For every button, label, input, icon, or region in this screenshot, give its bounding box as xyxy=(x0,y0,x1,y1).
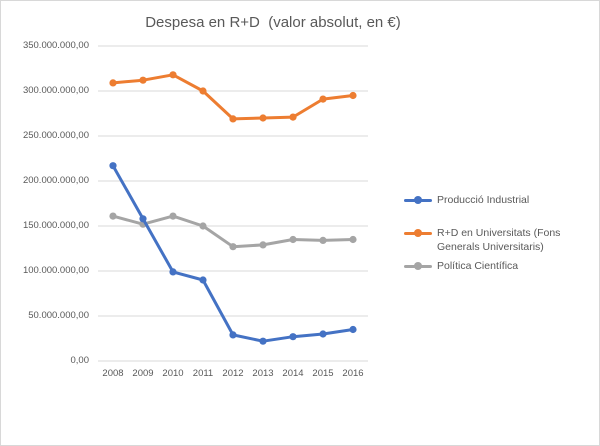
y-axis-tick-label: 0,00 xyxy=(70,355,90,366)
x-axis-tick-label: 2012 xyxy=(222,368,244,379)
x-axis-tick-label: 2013 xyxy=(252,368,274,379)
legend-line-marker-icon xyxy=(404,226,432,240)
chart-svg xyxy=(98,45,368,362)
y-axis-tick-label: 300.000.000,00 xyxy=(22,85,89,96)
legend: Producció Industrial R+D en Universitats… xyxy=(404,1,599,445)
x-axis-tick-label: 2008 xyxy=(102,368,124,379)
y-axis-tick-label: 50.000.000,00 xyxy=(28,310,89,321)
x-axis-tick-label: 2016 xyxy=(342,368,364,379)
y-axis-tick-label: 150.000.000,00 xyxy=(22,220,89,231)
legend-line-marker-icon xyxy=(404,259,432,273)
y-axis-tick-label: 100.000.000,00 xyxy=(22,265,89,276)
legend-label: Política Científica xyxy=(437,260,519,272)
y-axis-tick-label: 350.000.000,00 xyxy=(22,40,89,51)
x-axis-tick-label: 2010 xyxy=(162,368,184,379)
legend-item-rd-universitats: R+D en Universitats (Fons Generals Unive… xyxy=(404,226,599,254)
x-axis-tick-label: 2014 xyxy=(282,368,304,379)
legend-item-politica-cientifica: Política Científica xyxy=(404,259,518,273)
x-axis-tick-label: 2015 xyxy=(312,368,334,379)
y-axis-tick-label: 200.000.000,00 xyxy=(22,175,89,186)
legend-label: Producció Industrial xyxy=(437,194,530,206)
legend-item-produccio-industrial: Producció Industrial xyxy=(404,193,529,207)
y-axis-tick-label: 250.000.000,00 xyxy=(22,130,89,141)
x-axis-tick-label: 2009 xyxy=(132,368,154,379)
x-axis-tick-label: 2011 xyxy=(192,368,214,379)
chart-title: Despesa en R+D (valor absolut, en €) xyxy=(145,14,401,31)
legend-line-marker-icon xyxy=(404,193,432,207)
legend-label: R+D en Universitats (Fons Generals Unive… xyxy=(437,227,561,253)
